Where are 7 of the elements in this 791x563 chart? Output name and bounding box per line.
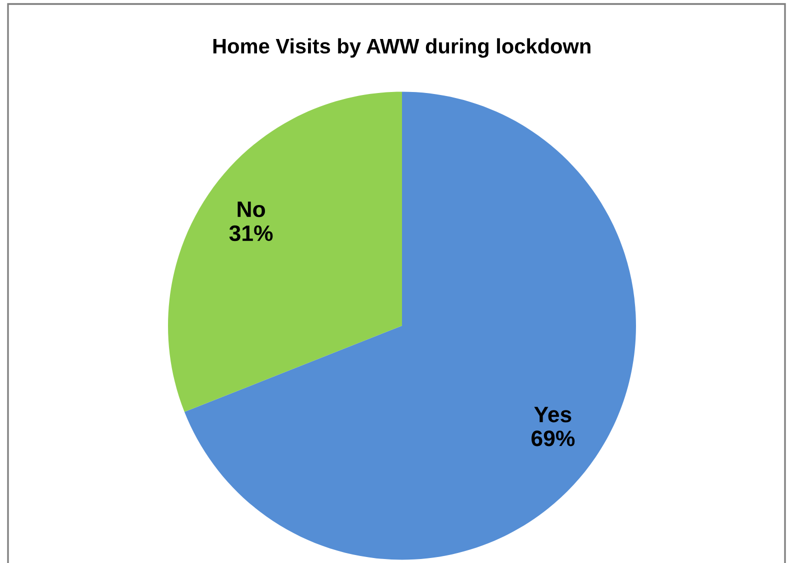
data-label: 69% [532, 430, 575, 446]
pie-slice [184, 92, 636, 560]
slice-label: Yes [534, 406, 572, 422]
slice-label: No [238, 202, 265, 218]
data-label: 31% [229, 225, 273, 242]
pie-slice [168, 92, 402, 412]
chart-title: Home Visits by AWW during lockdown [213, 38, 590, 58]
